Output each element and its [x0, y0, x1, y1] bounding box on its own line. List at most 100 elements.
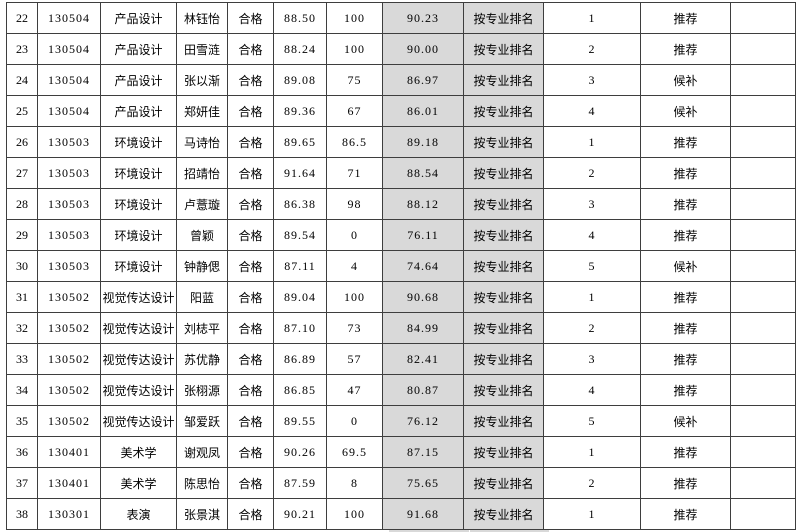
- admission-result-cell: 推荐: [640, 219, 731, 251]
- table-row: 27 130503 环境设计 招靖怡 合格 91.64 71 88.54 按专业排名 2 推荐: [6, 157, 796, 189]
- ranking-method-cell: 按专业排名: [463, 250, 544, 282]
- admission-result-cell: 候补: [640, 250, 731, 282]
- ranking-method-cell: 按专业排名: [463, 2, 544, 34]
- score-secondary-cell: 57: [326, 343, 383, 375]
- note-cell: [730, 343, 796, 375]
- student-name-cell: 招靖怡: [176, 157, 228, 189]
- score-main-cell: 89.55: [273, 405, 327, 437]
- table-row: 37 130401 美术学 陈思怡 合格 87.59 8 75.65 按专业排名 2 推荐: [6, 467, 796, 499]
- ranking-method-cell: 按专业排名: [463, 436, 544, 468]
- total-score-cell: 91.68: [382, 498, 464, 530]
- note-cell: [730, 281, 796, 313]
- total-score-cell: 89.18: [382, 126, 464, 158]
- table-row: 29 130503 环境设计 曾颖 合格 89.54 0 76.11 按专业排名 4 推荐: [6, 219, 796, 251]
- total-score-cell: 86.97: [382, 64, 464, 96]
- major-code-cell: 130502: [37, 374, 101, 406]
- score-main-cell: 86.38: [273, 188, 327, 220]
- score-main-cell: 87.59: [273, 467, 327, 499]
- score-main-cell: 89.54: [273, 219, 327, 251]
- qualification-status-cell: 合格: [227, 436, 274, 468]
- student-name-cell: 林钰怡: [176, 2, 228, 34]
- cutoff-next-row-highlight-stub: [470, 530, 549, 532]
- note-cell: [730, 219, 796, 251]
- student-name-cell: 张以渐: [176, 64, 228, 96]
- admission-result-cell: 推荐: [640, 33, 731, 65]
- score-secondary-cell: 75: [326, 64, 383, 96]
- row-number-cell: 31: [6, 281, 38, 313]
- score-main-cell: 91.64: [273, 157, 327, 189]
- rank-number-cell: 3: [543, 343, 641, 375]
- student-name-cell: 阳蓝: [176, 281, 228, 313]
- score-main-cell: 90.26: [273, 436, 327, 468]
- total-score-cell: 86.01: [382, 95, 464, 127]
- admission-result-cell: 候补: [640, 64, 731, 96]
- admission-result-cell: 推荐: [640, 436, 731, 468]
- major-code-cell: 130502: [37, 343, 101, 375]
- qualification-status-cell: 合格: [227, 126, 274, 158]
- rank-number-cell: 1: [543, 281, 641, 313]
- row-number-cell: 28: [6, 188, 38, 220]
- major-code-cell: 130504: [37, 33, 101, 65]
- major-code-cell: 130502: [37, 405, 101, 437]
- total-score-cell: 82.41: [382, 343, 464, 375]
- admission-result-cell: 推荐: [640, 2, 731, 34]
- table-row: 25 130504 产品设计 郑妍佳 合格 89.36 67 86.01 按专业排名 4 候补: [6, 95, 796, 127]
- total-score-cell: 84.99: [382, 312, 464, 344]
- student-name-cell: 曾颖: [176, 219, 228, 251]
- score-secondary-cell: 98: [326, 188, 383, 220]
- admission-result-cell: 推荐: [640, 188, 731, 220]
- major-name-cell: 产品设计: [100, 95, 177, 127]
- major-name-cell: 环境设计: [100, 188, 177, 220]
- score-main-cell: 86.89: [273, 343, 327, 375]
- qualification-status-cell: 合格: [227, 312, 274, 344]
- note-cell: [730, 405, 796, 437]
- table-row: 22 130504 产品设计 林钰怡 合格 88.50 100 90.23 按专业排名 1 推荐: [6, 2, 796, 34]
- note-cell: [730, 250, 796, 282]
- admission-result-cell: 推荐: [640, 498, 731, 530]
- score-main-cell: 88.50: [273, 2, 327, 34]
- score-secondary-cell: 0: [326, 405, 383, 437]
- student-name-cell: 陈思怡: [176, 467, 228, 499]
- note-cell: [730, 126, 796, 158]
- score-main-cell: 89.08: [273, 64, 327, 96]
- note-cell: [730, 157, 796, 189]
- ranking-method-cell: 按专业排名: [463, 467, 544, 499]
- major-name-cell: 环境设计: [100, 126, 177, 158]
- rank-number-cell: 5: [543, 405, 641, 437]
- rank-number-cell: 3: [543, 64, 641, 96]
- major-name-cell: 环境设计: [100, 157, 177, 189]
- student-name-cell: 苏优静: [176, 343, 228, 375]
- note-cell: [730, 312, 796, 344]
- rank-number-cell: 4: [543, 95, 641, 127]
- major-code-cell: 130504: [37, 2, 101, 34]
- rank-number-cell: 1: [543, 2, 641, 34]
- ranking-method-cell: 按专业排名: [463, 312, 544, 344]
- rank-number-cell: 5: [543, 250, 641, 282]
- admission-result-cell: 推荐: [640, 157, 731, 189]
- note-cell: [730, 188, 796, 220]
- note-cell: [730, 498, 796, 530]
- score-secondary-cell: 100: [326, 2, 383, 34]
- score-secondary-cell: 67: [326, 95, 383, 127]
- table-row: 26 130503 环境设计 马诗怡 合格 89.65 86.5 89.18 按专业排名 1 推荐: [6, 126, 796, 158]
- note-cell: [730, 436, 796, 468]
- row-number-cell: 24: [6, 64, 38, 96]
- major-name-cell: 美术学: [100, 467, 177, 499]
- row-number-cell: 26: [6, 126, 38, 158]
- admission-result-cell: 推荐: [640, 312, 731, 344]
- row-number-cell: 38: [6, 498, 38, 530]
- admission-result-cell: 推荐: [640, 374, 731, 406]
- qualification-status-cell: 合格: [227, 219, 274, 251]
- ranking-method-cell: 按专业排名: [463, 95, 544, 127]
- major-code-cell: 130503: [37, 157, 101, 189]
- qualification-status-cell: 合格: [227, 64, 274, 96]
- admission-result-cell: 推荐: [640, 126, 731, 158]
- table-row: 30 130503 环境设计 钟静偲 合格 87.11 4 74.64 按专业排名 5 候补: [6, 250, 796, 282]
- admission-result-cell: 候补: [640, 405, 731, 437]
- results-sheet: 22 130504 产品设计 林钰怡 合格 88.50 100 90.23 按专业排名 1 推荐 23…: [6, 2, 796, 530]
- score-secondary-cell: 47: [326, 374, 383, 406]
- major-code-cell: 130503: [37, 219, 101, 251]
- admission-result-cell: 候补: [640, 95, 731, 127]
- rank-number-cell: 3: [543, 188, 641, 220]
- score-secondary-cell: 8: [326, 467, 383, 499]
